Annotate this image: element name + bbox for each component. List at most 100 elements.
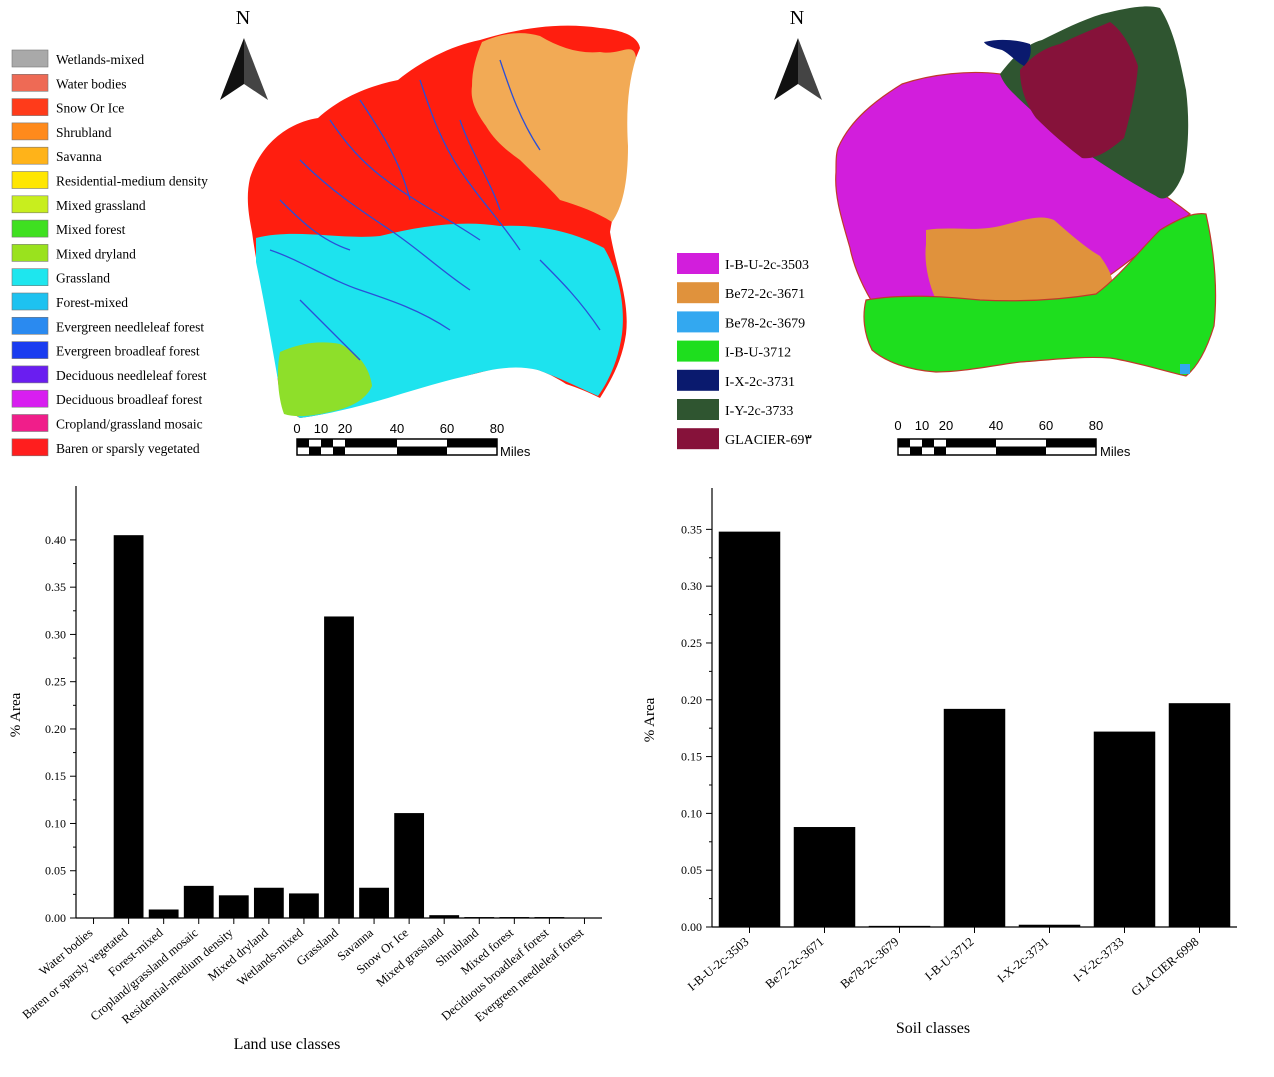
- y-tick-label: 0.00: [45, 911, 66, 925]
- bar: [429, 915, 460, 918]
- y-tick-label: 0.20: [681, 693, 702, 707]
- legend-swatch: [677, 369, 719, 391]
- legend-swatch: [11, 365, 49, 384]
- legend-swatch: [11, 219, 49, 238]
- soil-north-arrow: N: [774, 7, 822, 100]
- landuse-bar-chart-panel: 0.00 0.05 0.10 0.15 0.20 0.25 0.30 0.35 0.40 Wate…: [0, 470, 640, 1072]
- river-line: [419, 79, 521, 251]
- scale-tick-label: 10: [915, 418, 929, 433]
- x-tick-label: I-B-U-3712: [922, 935, 976, 984]
- river-line: [299, 159, 471, 291]
- landuse-north-arrow: N: [220, 7, 268, 100]
- soil-scale-bar: 0 10 20 40 60 80 Miles: [894, 418, 1130, 459]
- scale-seg: [910, 447, 922, 455]
- bar: [394, 813, 425, 918]
- x-tick-label: I-B-U-2c-3503: [685, 935, 751, 994]
- scale-seg: [321, 439, 333, 447]
- bar: [534, 917, 565, 918]
- soil-bar-chart-panel: 0.00 0.05 0.10 0.15 0.20 0.25 0.30 0.35 I-B-U-2c…: [640, 470, 1274, 1072]
- y-tick-label: 0.25: [45, 675, 66, 689]
- legend-swatch: [677, 282, 719, 304]
- legend-swatch: [11, 389, 49, 408]
- landuse-map-svg: Wetlands-mixed Water bodies Snow Or Ice Shr…: [11, 7, 641, 459]
- river-line: [329, 119, 481, 241]
- bar: [218, 895, 249, 918]
- bar: [464, 917, 495, 918]
- soil-bar-chart: 0.00 0.05 0.10 0.15 0.20 0.25 0.30 0.35 I-B-U-2c…: [642, 488, 1237, 1037]
- scale-seg: [934, 447, 946, 455]
- north-label: N: [790, 7, 804, 29]
- scale-seg: [397, 447, 447, 455]
- legend-label: Be78-2c-3679: [725, 316, 805, 331]
- x-tick-label: Be72-2c-3671: [763, 935, 827, 992]
- soil-map: [835, 6, 1217, 377]
- bar: [1168, 703, 1231, 927]
- x-tick-label: I-X-2c-3731: [995, 935, 1052, 986]
- bar: [1018, 924, 1081, 927]
- scale-tick-label: 40: [390, 421, 404, 436]
- y-tick-label: 0.05: [681, 863, 702, 877]
- bar: [793, 827, 856, 927]
- legend-swatch: [677, 399, 719, 420]
- scale-seg: [447, 439, 497, 447]
- legend-label: Baren or sparsly vegetated: [56, 441, 200, 456]
- y-tick-label: 0.30: [681, 579, 702, 593]
- river-line: [499, 59, 541, 151]
- river-line: [539, 259, 601, 331]
- soil-map-svg: N I-B-U-2c-3503 Be72-2c-3671 Be78-2c-3679 I…: [677, 6, 1217, 459]
- legend-label: I-X-2c-3731: [725, 375, 795, 390]
- river-line: [269, 249, 451, 331]
- scale-tick-label: 60: [440, 421, 454, 436]
- legend-swatch: [11, 98, 49, 116]
- river-line: [299, 299, 361, 361]
- bar: [718, 531, 781, 927]
- legend-swatch: [11, 438, 49, 457]
- y-tick-label: 0.35: [681, 522, 702, 536]
- scale-seg: [898, 439, 910, 447]
- legend-label: Be72-2c-3671: [725, 287, 805, 302]
- legend-label: Grassland: [56, 271, 110, 286]
- y-tick-label: 0.00: [681, 920, 702, 934]
- bar: [359, 887, 389, 918]
- legend-label: I-B-U-2c-3503: [725, 258, 809, 273]
- north-arrow-icon: [220, 38, 244, 100]
- river-line: [459, 119, 501, 211]
- legend-label: I-Y-2c-3733: [725, 404, 793, 419]
- bar: [289, 893, 319, 918]
- landuse-map-panel: Wetlands-mixed Water bodies Snow Or Ice Shr…: [0, 0, 641, 468]
- north-arrow-icon: [774, 38, 798, 100]
- legend-label: Shrubland: [56, 125, 112, 140]
- scale-tick-label: 40: [989, 418, 1003, 433]
- scale-tick-label: 80: [490, 421, 504, 436]
- scale-tick-label: 80: [1089, 418, 1103, 433]
- legend-swatch: [11, 49, 49, 68]
- scale-seg: [297, 439, 309, 447]
- legend-swatch: [677, 428, 719, 450]
- scale-seg: [996, 447, 1046, 455]
- north-label: N: [236, 7, 250, 29]
- legend-swatch: [677, 311, 719, 333]
- bar: [183, 885, 214, 918]
- legend-swatch: [11, 268, 49, 287]
- legend-label: Savanna: [56, 149, 102, 164]
- x-tick-label: I-Y-2c-3733: [1071, 935, 1127, 985]
- scale-tick-label: 20: [338, 421, 352, 436]
- landuse-map-cropland-region: [277, 342, 372, 417]
- bar: [113, 535, 144, 918]
- legend-swatch: [11, 195, 49, 214]
- legend-swatch: [11, 171, 49, 189]
- y-tick-label: 0.30: [45, 627, 66, 641]
- bar: [324, 616, 354, 918]
- y-tick-label: 0.20: [45, 722, 66, 736]
- y-tick-label: 0.10: [681, 806, 702, 820]
- legend-label: Water bodies: [56, 76, 127, 91]
- soil-map-orange-region: [925, 217, 1113, 306]
- legend-label: Cropland/grassland mosaic: [56, 417, 203, 432]
- scale-unit-label: Miles: [500, 444, 531, 459]
- legend-swatch: [11, 316, 49, 335]
- legend-label: Deciduous needleleaf forest: [56, 368, 207, 383]
- soil-map-navy-patch: [984, 39, 1031, 66]
- y-tick-label: 0.40: [45, 533, 66, 547]
- x-tick-label: GLACIER-6998: [1129, 935, 1202, 999]
- bar: [253, 887, 284, 918]
